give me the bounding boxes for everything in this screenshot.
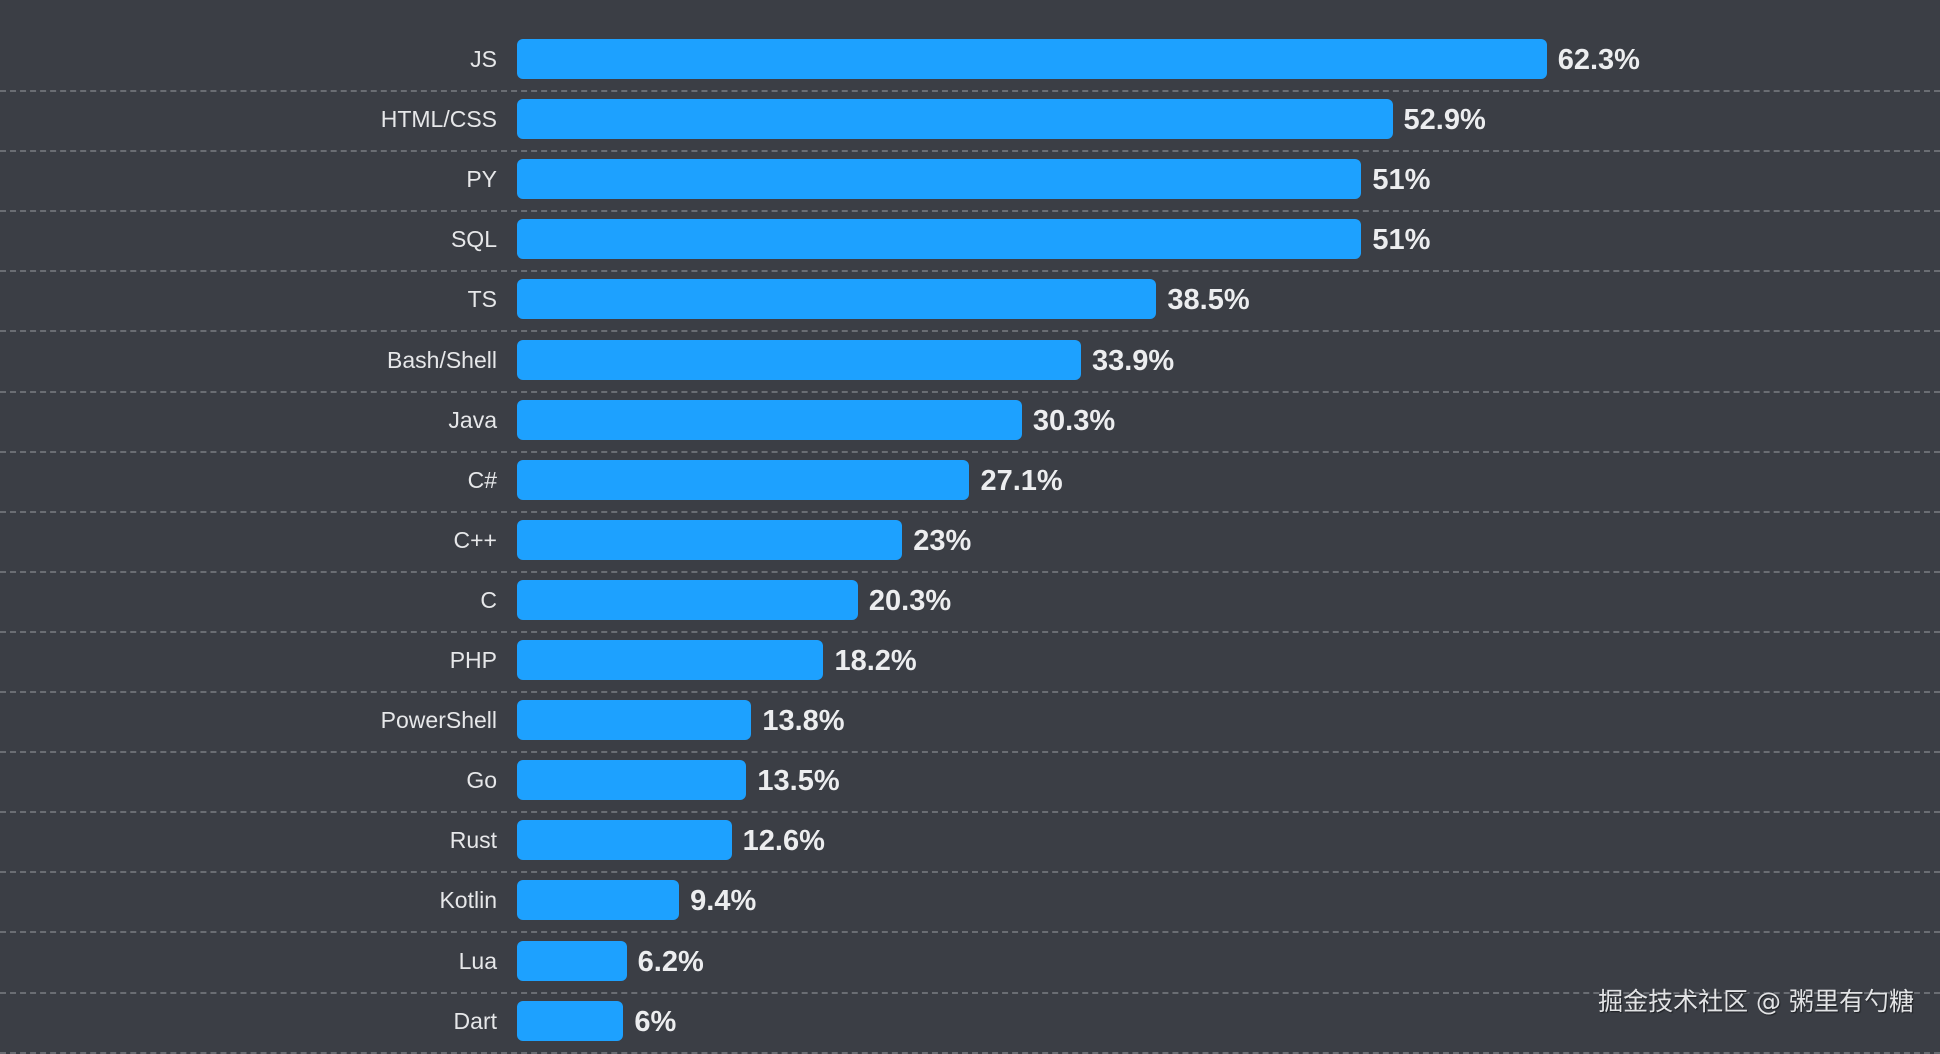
category-label: PY <box>466 166 497 193</box>
category-label: TS <box>467 286 497 313</box>
value-label: 62.3% <box>1557 44 1640 76</box>
category-label: Dart <box>453 1007 497 1034</box>
value-label: 6% <box>634 1005 677 1038</box>
gridline <box>0 390 1940 393</box>
value-label: 30.3% <box>1032 404 1116 437</box>
bar <box>517 99 1393 140</box>
bar <box>517 880 680 921</box>
value-label: 13.8% <box>762 705 845 738</box>
bar <box>517 279 1157 320</box>
gridline <box>0 811 1940 814</box>
category-label: PowerShell <box>380 707 497 734</box>
bar <box>517 39 1547 79</box>
value-label: 51% <box>1372 224 1431 257</box>
value-label: 27.1% <box>980 464 1063 497</box>
bar <box>517 820 732 861</box>
watermark: 掘金技术社区 @ 粥里有勺糖 <box>1598 987 1914 1016</box>
bar <box>517 219 1362 260</box>
category-label: Rust <box>449 827 497 854</box>
gridline <box>0 90 1940 92</box>
bar <box>517 519 903 560</box>
gridline <box>0 450 1940 453</box>
value-label: 20.3% <box>868 584 952 617</box>
category-label: C++ <box>453 526 497 553</box>
bar <box>517 700 752 741</box>
value-label: 38.5% <box>1167 284 1250 317</box>
value-label: 6.2% <box>637 945 704 978</box>
value-label: 51% <box>1372 164 1431 197</box>
gridline <box>0 1051 1940 1054</box>
category-label: Go <box>466 767 497 794</box>
category-label: HTML/CSS <box>380 106 497 133</box>
category-label: Lua <box>458 947 497 974</box>
value-label: 33.9% <box>1091 344 1175 377</box>
gridline <box>0 871 1940 874</box>
category-label: JS <box>470 46 497 72</box>
gridline <box>0 691 1940 693</box>
bar <box>517 640 824 680</box>
value-label: 52.9% <box>1403 104 1486 137</box>
gridline <box>0 150 1940 153</box>
bar <box>517 1000 624 1041</box>
value-label: 23% <box>913 524 972 557</box>
category-label: C# <box>467 466 497 493</box>
gridline <box>0 570 1940 573</box>
bar <box>517 579 858 620</box>
category-label: C <box>480 586 497 613</box>
gridline <box>0 330 1940 333</box>
value-label: 18.2% <box>834 645 917 677</box>
gridline <box>0 991 1940 994</box>
gridline <box>0 510 1940 513</box>
category-label: PHP <box>449 647 497 673</box>
gridline <box>0 931 1940 934</box>
bar <box>517 339 1081 380</box>
bar <box>517 760 747 801</box>
bar <box>517 940 627 981</box>
bar <box>517 159 1362 200</box>
gridline <box>0 630 1940 633</box>
value-label: 9.4% <box>690 885 757 918</box>
value-label: 12.6% <box>742 825 825 858</box>
gridline <box>0 751 1940 754</box>
gridline <box>0 270 1940 273</box>
gridline <box>0 210 1940 213</box>
category-label: SQL <box>450 226 497 253</box>
bar <box>517 399 1022 440</box>
category-label: Java <box>448 406 497 433</box>
category-label: Bash/Shell <box>387 346 497 373</box>
bar <box>517 459 970 500</box>
category-label: Kotlin <box>439 887 497 914</box>
value-label: 13.5% <box>757 765 840 798</box>
